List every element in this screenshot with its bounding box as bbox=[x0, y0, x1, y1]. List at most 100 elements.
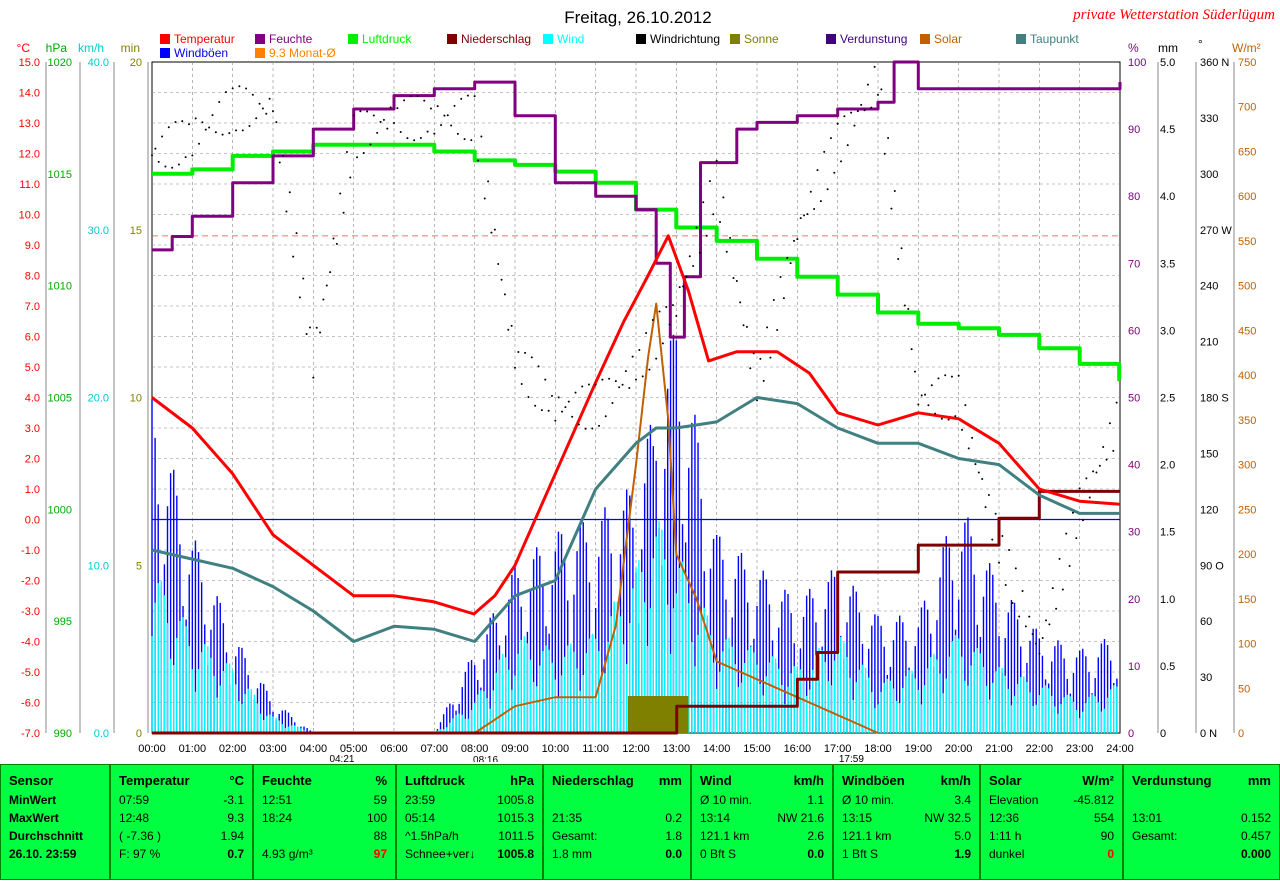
table-header-unit: % bbox=[375, 773, 387, 788]
table-row: ^1.5hPa/h 1011.5 bbox=[405, 829, 534, 847]
table-cell-label: Elevation bbox=[989, 793, 1039, 807]
legend-label: Feuchte bbox=[269, 32, 313, 46]
direction-dot bbox=[766, 326, 769, 329]
legend-swatch bbox=[543, 34, 553, 44]
legend-swatch bbox=[255, 34, 265, 44]
table-cell-value: 90 bbox=[1100, 829, 1114, 843]
direction-dot bbox=[198, 142, 201, 145]
direction-dot bbox=[1045, 619, 1048, 622]
direction-dot bbox=[665, 305, 668, 308]
table-cell-label: 0 Bft S bbox=[700, 847, 737, 861]
table-cell-label: MinWert bbox=[9, 793, 57, 807]
table-row: 23:59 1005.8 bbox=[405, 793, 534, 811]
direction-dot bbox=[1105, 458, 1108, 461]
direction-tick: 360 N bbox=[1200, 57, 1229, 69]
sun-tick: 10 bbox=[130, 393, 142, 405]
table-header-unit: mm bbox=[1247, 773, 1271, 788]
time-tick: 03:00 bbox=[259, 743, 287, 755]
direction-dot bbox=[349, 176, 352, 179]
humidity-tick: 40 bbox=[1128, 460, 1140, 472]
table-header: Wind km/h bbox=[700, 773, 824, 788]
direction-dot bbox=[574, 391, 577, 394]
solar-tick: 750 bbox=[1238, 57, 1256, 69]
direction-dot bbox=[594, 383, 597, 386]
direction-dot bbox=[275, 121, 278, 124]
direction-dot bbox=[648, 368, 651, 371]
humidity-tick: 100 bbox=[1128, 57, 1146, 69]
solar-tick: 200 bbox=[1238, 549, 1256, 561]
direction-dot bbox=[534, 404, 537, 407]
direction-dot bbox=[618, 386, 621, 389]
direction-dot bbox=[382, 118, 385, 121]
table-cell-value: 88 bbox=[373, 829, 387, 843]
temp-tick: 13.0 bbox=[19, 118, 40, 130]
direction-dot bbox=[671, 304, 674, 307]
direction-dot bbox=[1024, 625, 1027, 628]
direction-dot bbox=[1001, 534, 1004, 537]
table-cell-label: 13:15 bbox=[842, 811, 873, 825]
table-header-label: Verdunstung bbox=[1132, 773, 1212, 788]
direction-dot bbox=[272, 110, 274, 113]
table-cell-label: 1:11 h bbox=[989, 829, 1022, 843]
direction-dot bbox=[1095, 471, 1098, 474]
direction-dot bbox=[1028, 615, 1031, 618]
temp-tick: 14.0 bbox=[19, 88, 40, 100]
direction-dot bbox=[409, 95, 412, 98]
temp-tick: 4.0 bbox=[25, 393, 40, 405]
pressure-tick: 1000 bbox=[48, 504, 72, 516]
direction-dot bbox=[846, 144, 849, 147]
table-cell-label: 05:14 bbox=[405, 811, 436, 825]
direction-dot bbox=[645, 331, 648, 334]
direction-dot bbox=[987, 493, 990, 496]
direction-dot bbox=[668, 323, 671, 326]
table-cell-value: 0.457 bbox=[1240, 829, 1271, 843]
direction-dot bbox=[443, 114, 446, 117]
direction-dot bbox=[167, 126, 170, 129]
table-header-label: Niederschlag bbox=[552, 773, 634, 788]
table-column: Sensor MinWert MaxWert Durchschnitt 26.10. 2… bbox=[0, 764, 110, 880]
direction-dot bbox=[547, 409, 550, 412]
direction-dot bbox=[601, 378, 604, 381]
table-cell-value: 1.9 bbox=[954, 847, 971, 861]
solar-tick: 50 bbox=[1238, 683, 1250, 695]
precip-tick: 2.0 bbox=[1160, 460, 1175, 472]
direction-dot bbox=[608, 377, 611, 380]
table-cell-value: 0 bbox=[1107, 847, 1114, 861]
direction-dot bbox=[860, 103, 863, 106]
table-cell-label: ( -7.36 ) bbox=[119, 829, 162, 843]
temp-tick: -2.0 bbox=[21, 576, 40, 588]
direction-dot bbox=[1098, 464, 1101, 467]
sun-tick: 15 bbox=[130, 225, 142, 237]
direction-dot bbox=[930, 384, 933, 387]
humidity-tick: 90 bbox=[1128, 124, 1140, 136]
table-cell-label: 12:51 bbox=[262, 793, 293, 807]
temp-tick: -1.0 bbox=[21, 545, 40, 557]
direction-dot bbox=[436, 105, 439, 108]
direction-dot bbox=[1031, 632, 1034, 635]
chart-title: Freitag, 26.10.2012 bbox=[564, 8, 711, 27]
unit-humidity: % bbox=[1128, 41, 1139, 55]
direction-dot bbox=[507, 328, 510, 331]
direction-dot bbox=[1065, 532, 1068, 535]
weather-chart: Freitag, 26.10.2012 private Wetterstatio… bbox=[17, 7, 1276, 762]
table-row: 12:48 9.3 bbox=[119, 811, 244, 829]
temp-tick: 9.0 bbox=[25, 240, 40, 252]
direction-dot bbox=[251, 93, 254, 96]
direction-dot bbox=[947, 418, 950, 421]
direction-dot bbox=[1075, 537, 1078, 540]
time-tick: 09:00 bbox=[501, 743, 529, 755]
table-cell-label: Ø 10 min. bbox=[842, 793, 895, 807]
legend-swatch bbox=[447, 34, 457, 44]
direction-dot bbox=[950, 375, 953, 378]
direction-dot bbox=[295, 232, 298, 235]
table-header: Temperatur °C bbox=[119, 773, 244, 788]
direction-dot bbox=[1092, 470, 1095, 473]
direction-tick: 90 O bbox=[1200, 560, 1224, 572]
direction-dot bbox=[638, 348, 641, 351]
humidity-tick: 50 bbox=[1128, 393, 1140, 405]
direction-dot bbox=[308, 326, 311, 329]
table-cell-value: -3.1 bbox=[223, 793, 244, 807]
sunshine-bar bbox=[627, 696, 689, 733]
direction-dot bbox=[554, 419, 557, 422]
direction-dot bbox=[248, 125, 251, 128]
